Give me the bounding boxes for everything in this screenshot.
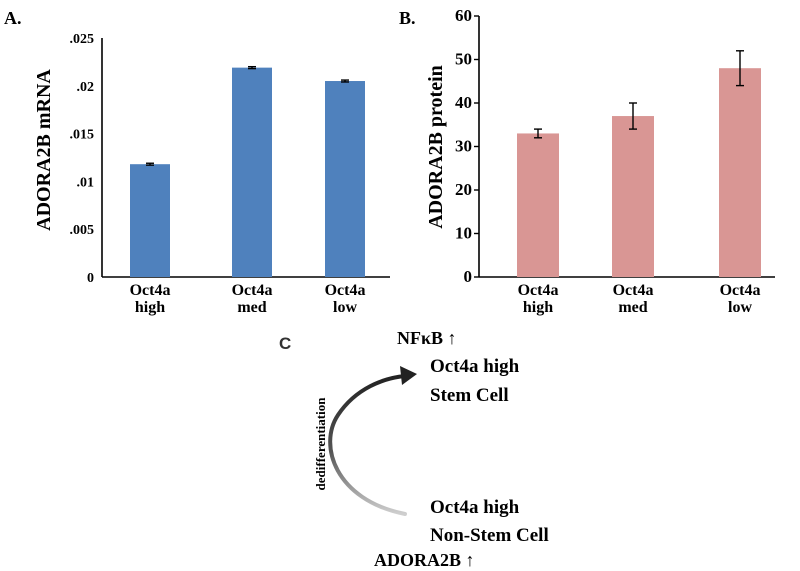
panel-a-y-tick-label: .025 [70,32,95,47]
bottom-cell-line-2: Non-Stem Cell [430,525,549,546]
panel-a-x-tick-label: high [135,299,165,316]
panel-a-x-tick-label: Oct4a [325,282,366,299]
top-cell-line-1: Oct4a high [430,356,520,377]
panel-a-x-tick-label: low [333,299,357,316]
panel-b-x-tick-label: Oct4a [720,282,761,299]
panel-b-y-tick-label: 20 [455,180,472,199]
panel-b-x-tick-label: low [728,299,752,316]
panel-a-x-tick-label: Oct4a [130,282,171,299]
adora2b-marker: ADORA2B ↑ [374,550,475,570]
panel-b-y-tick-label: 50 [455,50,472,69]
panel-b-y-tick-label: 40 [455,93,472,112]
panel-b-x-tick-label: Oct4a [518,282,559,299]
panel-b-y-tick-label: 30 [455,137,472,156]
panel-a-x-tick-label: Oct4a [232,282,273,299]
panel-b-x-tick-label: Oct4a [613,282,654,299]
panel-a-y-tick-label: .005 [70,223,95,238]
nfkb-marker: NFκB ↑ [397,328,457,348]
panel-a-bar [232,67,272,277]
panel-b-protein-chart: B. ADORA2B protein 0102030405060Oct4ahig… [399,6,775,316]
panel-b-bar [719,68,761,277]
panel-a-y-tick-label: .015 [70,128,95,143]
dedifferentiation-arrow [328,374,407,516]
panel-a-bar [325,81,365,278]
panel-a-bar [130,164,170,277]
panel-b-x-tick-label: med [618,299,647,316]
panel-b-y-tick-label: 60 [455,6,472,25]
dedifferentiation-arrowhead [400,366,417,385]
panel-a-y-axis-title: ADORA2B mRNA [33,69,55,231]
panel-b-bar [517,133,559,277]
panel-c-diagram: C NFκB ↑ Oct4a high Stem Cell Oct4a high… [279,328,549,570]
panel-a-y-tick-label: 0 [87,271,94,286]
panel-b-x-tick-label: high [523,299,553,316]
panel-b-label: B. [399,8,416,28]
panel-a-y-tick-label: .02 [77,80,95,95]
panel-a-x-tick-label: med [237,299,266,316]
dedifferentiation-label: dedifferentiation [313,397,328,491]
bottom-cell-line-1: Oct4a high [430,497,520,518]
panel-b-y-tick-label: 10 [455,224,472,243]
panel-a-label: A. [4,8,22,28]
panel-a-y-tick-label: .01 [77,175,95,190]
top-cell-line-2: Stem Cell [430,385,509,406]
panel-b-y-axis-title: ADORA2B protein [425,65,447,229]
panel-b-bar [612,116,654,277]
panel-b-y-tick-label: 0 [464,267,473,286]
panel-a-mrna-chart: A. ADORA2B mRNA 0 .005 .01 .015 .02 .025 Oct4a… [4,8,390,316]
panel-c-label: C [279,334,291,353]
